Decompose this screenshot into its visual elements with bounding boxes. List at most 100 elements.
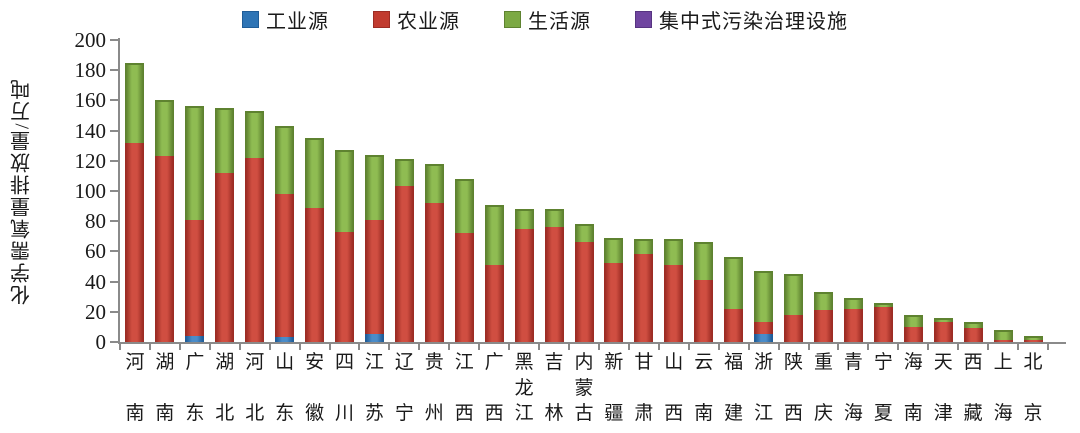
x-category-label-char: 黑 [514,352,534,373]
x-category-label-char: 西 [784,403,804,424]
bar-segment-生活源 [125,62,145,143]
x-category-label: 山西 [659,352,689,424]
x-category-label-char: 西 [484,403,504,424]
x-axis-tick [867,344,870,350]
y-tick-label: 180 [74,58,107,83]
bar-segment-生活源 [963,322,983,329]
bar-segment-生活源 [275,126,295,194]
x-axis-tick [897,344,900,350]
x-category-label: 河北 [240,352,270,424]
x-category-label-char: 南 [903,403,923,424]
x-axis-tick [268,344,271,350]
x-category-label: 西藏 [958,352,988,424]
bar-segment-农业源 [873,307,893,342]
y-axis-tick [110,190,118,192]
x-category-label: 湖北 [210,352,240,424]
x-category-label: 吉林 [539,352,569,424]
x-category-label: 天津 [928,352,958,424]
bar-segment-农业源 [514,228,534,342]
x-axis-tick [238,344,241,350]
x-axis-tick [927,344,930,350]
x-category-label: 四川 [330,352,360,424]
x-axis-tick [298,344,301,350]
bar-segment-农业源 [963,328,983,342]
x-category-label-char: 海 [993,403,1013,424]
bar-segment-生活源 [155,100,175,157]
bar-segment-生活源 [903,314,923,327]
x-category-label-char: 山 [664,352,684,373]
y-axis-tick [110,69,118,72]
x-category-label-char: 蒙 [574,377,594,399]
legend-item: 农业源 [373,5,460,34]
x-category-label-char: 福 [724,352,744,373]
x-category-label-char: 湖 [155,352,175,373]
bar-segment-农业源 [335,231,355,342]
x-category-label-char: 东 [275,403,295,424]
x-axis-tick [418,344,421,350]
bar-segment-生活源 [394,159,414,187]
bar-segment-生活源 [933,317,953,323]
y-tick-label: 20 [85,299,106,324]
x-axis-tick [328,344,331,350]
x-category-label-char: 川 [335,403,355,424]
bar-segment-生活源 [335,150,355,232]
bar-segment-农业源 [1023,340,1043,342]
y-axis-tick [110,341,118,343]
x-category-label-char: 西 [664,403,684,424]
x-category-label-char: 江 [754,403,774,424]
bar-segment-生活源 [1023,335,1043,341]
x-axis-tick [538,344,541,350]
x-category-label: 宁夏 [868,352,898,424]
bar-segment-农业源 [634,254,654,342]
x-category-label: 广西 [479,352,509,424]
x-category-label-char: 吉 [544,352,564,373]
bar-segment-农业源 [454,233,474,342]
bar-segment-生活源 [993,329,1013,341]
x-category-label-char: 南 [125,403,145,424]
x-category-label-char: 河 [245,352,265,373]
y-axis-tick [110,220,118,223]
x-axis-tick [957,344,960,350]
x-category-label: 陕西 [779,352,809,424]
x-category-label: 江西 [449,352,479,424]
bar-segment-农业源 [215,172,235,342]
x-category-label-char: 广 [484,352,504,373]
x-category-label-char: 苏 [364,403,384,424]
x-axis-tick [747,344,750,350]
x-category-label-char: 辽 [394,352,414,373]
x-category-label-char: 北 [215,403,235,424]
y-tick-label: 0 [95,330,107,354]
legend-swatch-icon [635,11,652,28]
chart-legend: 工业源 农业源 生活源 集中式污染治理设施 [242,5,848,34]
y-axis-title: 化学需氧量排放量/万吨 [11,77,34,305]
x-category-label: 福建 [719,352,749,424]
x-axis-tick [777,344,780,350]
bar-segment-农业源 [544,227,564,342]
bar-segment-农业源 [664,264,684,342]
bar-segment-农业源 [903,326,923,342]
x-category-label-char: 四 [335,352,355,373]
x-category-label-char: 徽 [305,403,325,424]
bar-segment-农业源 [484,264,504,342]
x-category-label-char: 东 [185,403,205,424]
bar-segment-工业源 [754,334,774,342]
x-category-label: 重庆 [808,352,838,424]
x-axis-tick [657,344,660,350]
x-category-label-char: 林 [544,403,564,424]
bar-segment-生活源 [754,271,774,323]
bar-segment-生活源 [185,106,205,220]
x-category-label-char: 上 [993,352,1013,373]
x-category-label-char: 内 [574,352,594,373]
x-axis-tick [388,344,391,350]
bar-segment-农业源 [125,142,145,342]
bar-segment-生活源 [634,239,654,255]
bar-segment-生活源 [694,242,714,281]
x-category-label-char: 安 [305,352,325,373]
bar-segment-生活源 [424,163,444,204]
x-axis-tick [987,344,990,350]
bar-segment-生活源 [305,138,325,208]
x-category-label: 北京 [1018,352,1048,424]
x-axis-tick [358,344,361,350]
x-category-label: 黑龙江 [509,352,539,424]
